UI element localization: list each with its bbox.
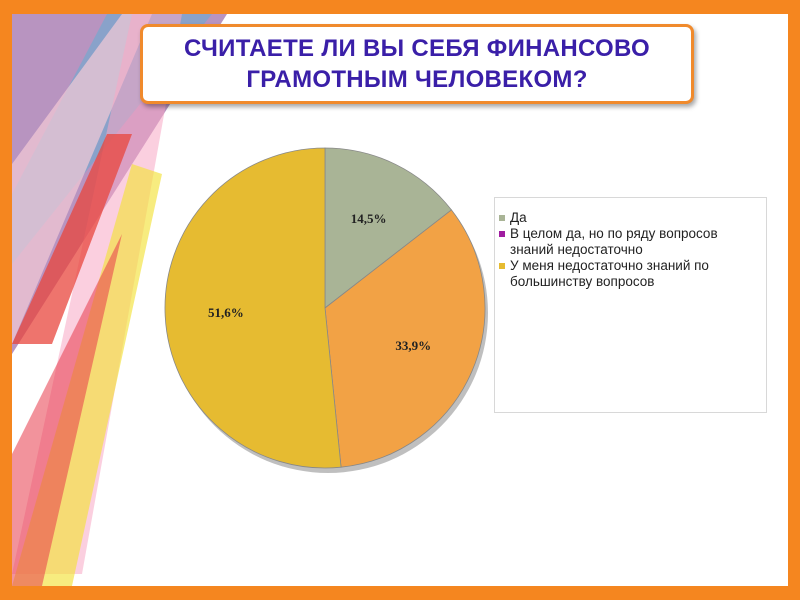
pie-slice-2 bbox=[324, 209, 486, 468]
deco-red-band bbox=[12, 134, 132, 344]
slide: СЧИТАЕТЕ ЛИ ВЫ СЕБЯ ФИНАНСОВО ГРАМОТНЫМ … bbox=[12, 14, 788, 586]
legend-label-3: У меня недостаточно знаний по большинств… bbox=[510, 258, 709, 289]
deco-crimson-band bbox=[12, 234, 122, 586]
pie-slices bbox=[164, 147, 488, 473]
pie-data-label-1: 14,5% bbox=[351, 211, 387, 226]
legend-swatch-1 bbox=[499, 215, 505, 221]
pie-chart: 14,5% 33,9% 51,6% bbox=[164, 147, 488, 473]
slide-title: СЧИТАЕТЕ ЛИ ВЫ СЕБЯ ФИНАНСОВО ГРАМОТНЫМ … bbox=[183, 35, 651, 93]
legend-item-3: У меня недостаточно знаний по большинств… bbox=[497, 258, 758, 290]
legend-items: Да В целом да, но по ряду вопросов знаний… bbox=[495, 198, 766, 290]
pie-data-label-2: 33,9% bbox=[395, 338, 431, 353]
legend-swatch-3 bbox=[499, 263, 505, 269]
legend-item-1: Да bbox=[497, 210, 758, 226]
legend-label-1: Да bbox=[510, 210, 527, 225]
chart-legend: Да В целом да, но по ряду вопросов знаний… bbox=[494, 197, 767, 413]
legend-item-2: В целом да, но по ряду вопросов знаний н… bbox=[497, 226, 758, 258]
legend-label-2: В целом да, но по ряду вопросов знаний н… bbox=[510, 226, 718, 257]
pie-data-label-3: 51,6% bbox=[208, 305, 244, 320]
pie-slice-3 bbox=[164, 147, 342, 469]
pie-data-labels: 14,5% 33,9% 51,6% bbox=[208, 211, 431, 353]
legend-swatch-2 bbox=[499, 231, 505, 237]
title-box: СЧИТАЕТЕ ЛИ ВЫ СЕБЯ ФИНАНСОВО ГРАМОТНЫМ … bbox=[140, 24, 694, 104]
pie-slice-1 bbox=[324, 147, 452, 309]
